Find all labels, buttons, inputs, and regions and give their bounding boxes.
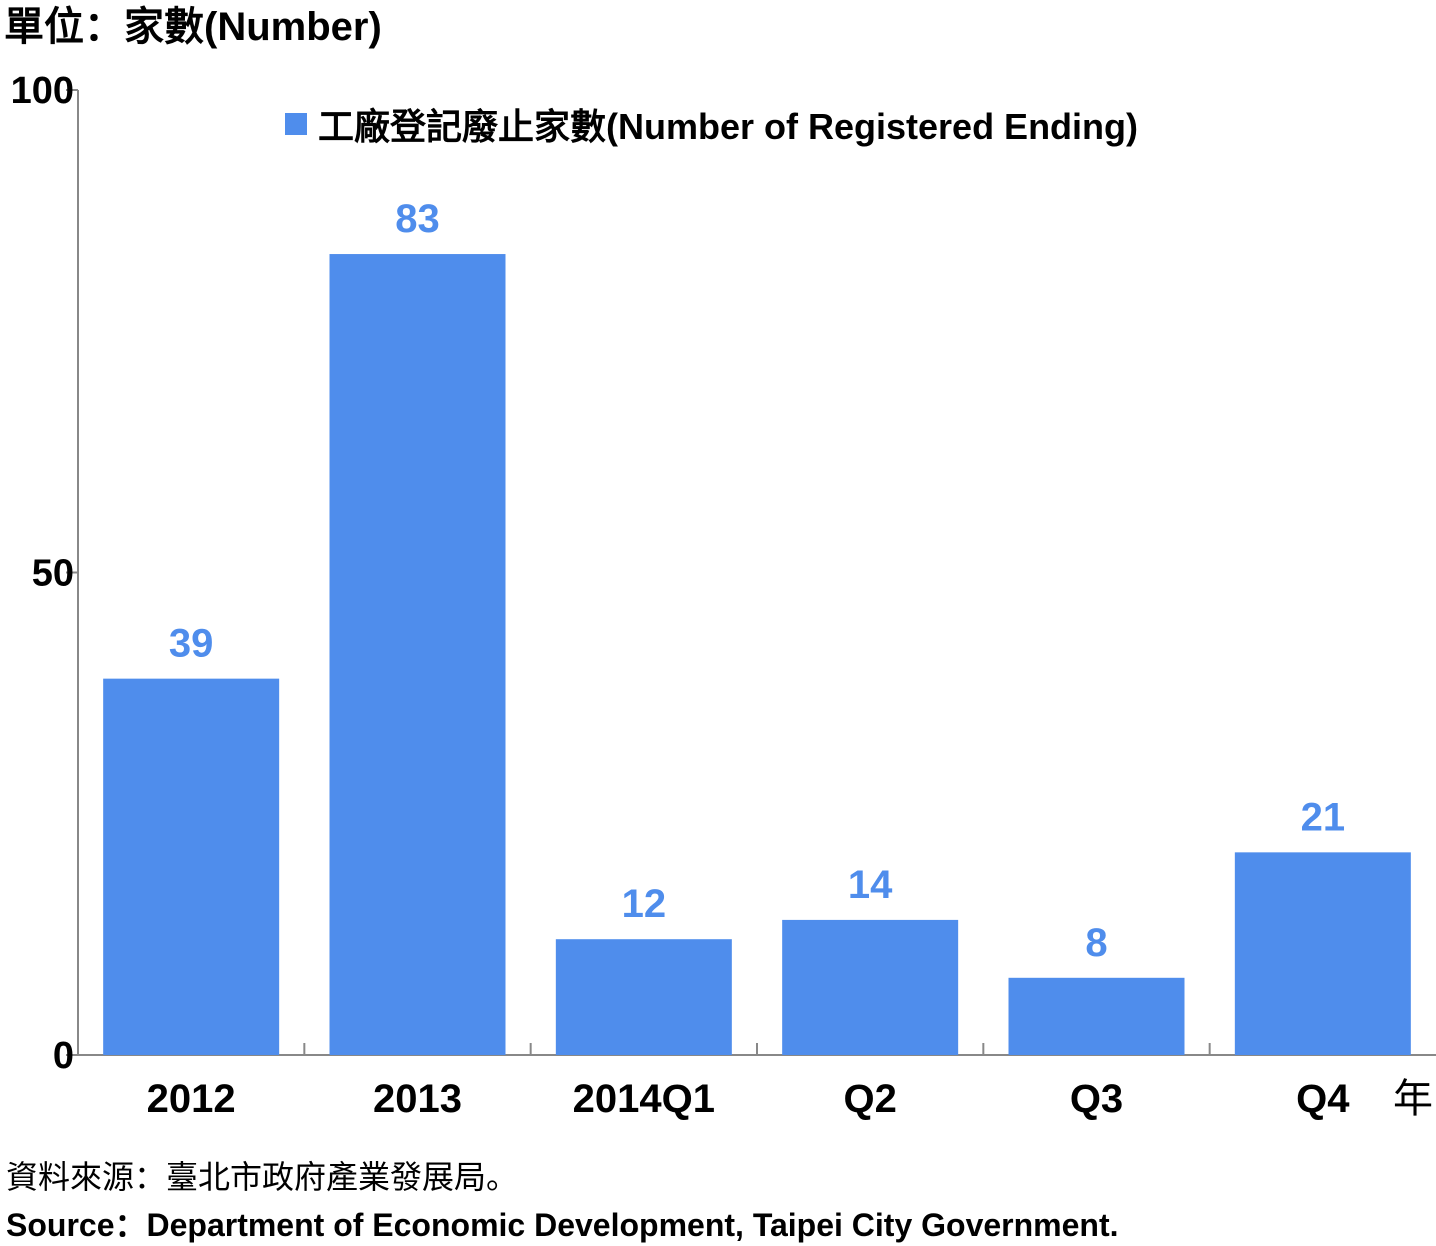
value-labels-group: 39 83 12 14 8 21 [169,197,1345,965]
value-label-q4: 21 [1301,795,1346,839]
value-label-2014q1: 12 [622,882,667,926]
chart-axes [66,89,1436,1056]
y-tick-labels-group: 0 50 100 [11,70,74,1077]
legend-label: 工廠登記廢止家數(Number of Registered Ending) [318,106,1138,147]
value-label-2013: 83 [395,197,440,241]
source-english: Source：Department of Economic Developmen… [6,1207,1119,1243]
x-tick-label-q4: Q4 [1296,1077,1350,1121]
value-label-q3: 8 [1085,921,1107,965]
bar-q2 [782,919,959,1055]
x-axis-unit-label: 年 [1393,1077,1433,1121]
bar-q4 [1234,852,1411,1055]
bar-q3 [1008,977,1185,1055]
x-tick-labels-group: 2012 2013 2014Q1 Q2 Q3 Q4 年 [147,1077,1433,1121]
bar-2013 [329,254,506,1056]
bars-group [103,254,1411,1056]
y-tick-label: 50 [32,553,74,595]
value-label-q2: 14 [848,863,893,907]
value-label-2012: 39 [169,622,214,666]
y-tick-label: 100 [11,70,74,112]
bar-2014q1 [555,939,732,1055]
x-tick-label-2012: 2012 [147,1077,236,1121]
y-unit-label: 單位：家數(Number) [4,5,382,49]
legend-swatch [285,113,307,135]
x-tick-label-q3: Q3 [1070,1077,1123,1121]
x-tick-label-2014q1: 2014Q1 [573,1077,715,1121]
x-tick-label-2013: 2013 [373,1077,462,1121]
y-tick-label: 0 [53,1035,74,1077]
source-chinese: 資料來源：臺北市政府產業發展局。 [6,1158,519,1196]
x-tick-label-q2: Q2 [843,1077,896,1121]
bar-chart: 39 83 12 14 8 21 2012 2013 2014Q1 Q2 Q3 Q4 年 0 50 100… [11,70,1436,1121]
bar-2012 [103,678,280,1055]
legend: 工廠登記廢止家數(Number of Registered Ending) [285,106,1138,147]
